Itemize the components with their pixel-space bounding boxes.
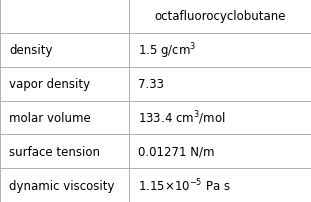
Text: 7.33: 7.33 (138, 78, 165, 91)
Text: octafluorocyclobutane: octafluorocyclobutane (154, 10, 286, 23)
Text: density: density (9, 44, 53, 57)
Text: 1.15$\times$10$^{-5}$ Pa s: 1.15$\times$10$^{-5}$ Pa s (138, 177, 231, 194)
Text: molar volume: molar volume (9, 111, 91, 124)
Text: 0.01271 N/m: 0.01271 N/m (138, 145, 215, 158)
Text: 1.5 g/cm$^3$: 1.5 g/cm$^3$ (138, 41, 197, 60)
Text: dynamic viscosity: dynamic viscosity (9, 179, 115, 192)
Text: surface tension: surface tension (9, 145, 100, 158)
Text: vapor density: vapor density (9, 78, 91, 91)
Text: 133.4 cm$^3$/mol: 133.4 cm$^3$/mol (138, 109, 226, 127)
